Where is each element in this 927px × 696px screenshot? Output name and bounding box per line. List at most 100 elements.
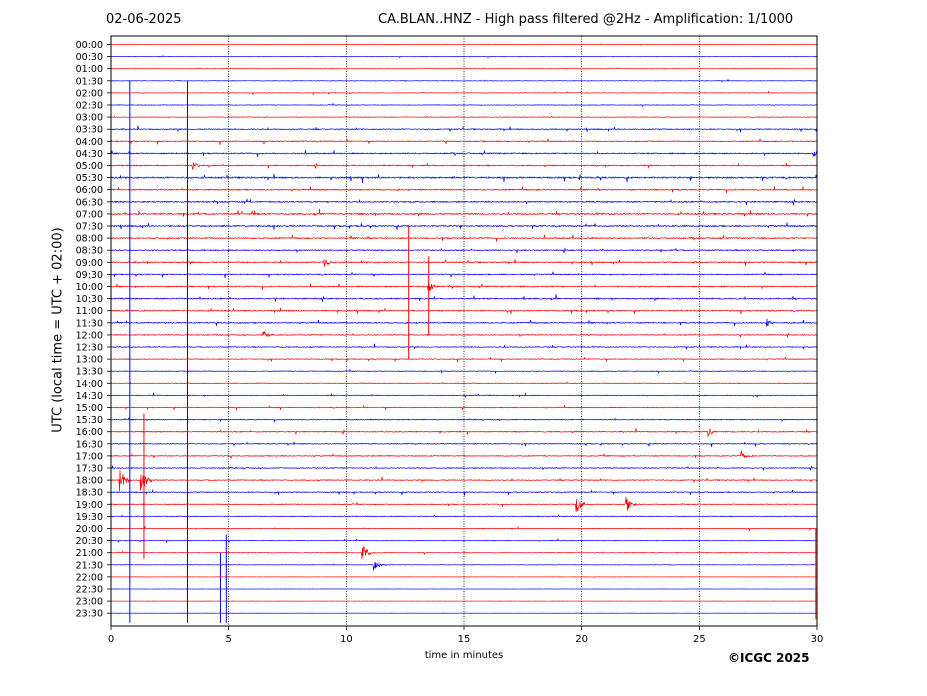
row-tick-label: 03:00 xyxy=(76,113,103,124)
row-tick-label: 07:30 xyxy=(76,222,103,233)
row-tick-label: 02:30 xyxy=(76,101,103,112)
row-tick-label: 12:30 xyxy=(76,343,103,354)
trace-row xyxy=(110,173,818,184)
row-tick-label: 06:30 xyxy=(76,197,103,208)
trace-row xyxy=(110,282,818,291)
trace-row xyxy=(110,162,818,171)
trace-row xyxy=(110,546,818,559)
row-tick-label: 23:00 xyxy=(76,597,103,608)
trace-row xyxy=(110,115,818,118)
trace-row xyxy=(110,138,818,146)
row-tick-label: 10:00 xyxy=(76,282,103,293)
trace-row xyxy=(110,470,818,492)
row-tick-label: 21:30 xyxy=(76,560,103,571)
row-tick-label: 16:30 xyxy=(76,439,103,450)
trace-row xyxy=(111,428,818,438)
trace-row xyxy=(110,612,818,614)
trace-row xyxy=(110,576,818,578)
row-tick-label: 21:00 xyxy=(76,548,103,559)
trace-row xyxy=(110,125,818,133)
trace-row xyxy=(110,198,818,206)
trace-row xyxy=(110,247,818,254)
trace-row xyxy=(110,441,818,447)
row-tick-label: 04:00 xyxy=(76,137,103,148)
trace-row xyxy=(110,537,818,544)
trace-row xyxy=(110,514,818,518)
row-tick-label: 11:30 xyxy=(76,318,103,329)
trace-row xyxy=(110,330,818,338)
x-tick-label: 15 xyxy=(458,634,471,645)
trace-row xyxy=(110,186,818,194)
row-tick-label: 03:30 xyxy=(76,125,103,136)
trace-row xyxy=(110,54,818,59)
row-tick-label: 13:00 xyxy=(76,355,103,366)
trace-row xyxy=(110,258,818,267)
row-tick-label: 10:30 xyxy=(76,294,103,305)
trace-row xyxy=(110,222,818,231)
row-tick-label: 22:30 xyxy=(76,585,103,596)
row-tick-label: 07:00 xyxy=(76,209,103,220)
row-tick-label: 19:30 xyxy=(76,512,103,523)
trace-row xyxy=(110,208,818,217)
row-tick-label: 09:00 xyxy=(76,258,103,269)
row-tick-label: 06:00 xyxy=(76,185,103,196)
row-tick-label: 12:00 xyxy=(76,330,103,341)
row-tick-label: 00:30 xyxy=(76,52,103,63)
trace-row xyxy=(110,465,818,471)
row-tick-label: 15:00 xyxy=(76,403,103,414)
trace-row xyxy=(110,368,818,374)
row-tick-label: 05:30 xyxy=(76,173,103,184)
row-tick-label: 20:00 xyxy=(76,524,103,535)
trace-row xyxy=(110,234,818,242)
trace-row xyxy=(111,43,818,46)
trace-row xyxy=(110,102,818,108)
copyright-credit: ©ICGC 2025 xyxy=(728,651,810,665)
trace-row xyxy=(111,78,818,83)
trace-row xyxy=(110,417,818,423)
row-tick-label: 08:00 xyxy=(76,234,103,245)
row-tick-label: 09:30 xyxy=(76,270,103,281)
row-tick-label: 15:30 xyxy=(76,415,103,426)
trace-row xyxy=(110,561,818,571)
x-tick-label: 20 xyxy=(575,634,588,645)
trace-row xyxy=(110,271,818,279)
row-tick-label: 18:30 xyxy=(76,488,103,499)
trace-row xyxy=(110,90,818,96)
row-tick-label: 14:00 xyxy=(76,379,103,390)
x-tick-label: 10 xyxy=(340,634,353,645)
trace-row xyxy=(110,392,818,399)
row-tick-label: 01:00 xyxy=(76,64,103,75)
row-tick-label: 13:30 xyxy=(76,367,103,378)
trace-row xyxy=(110,307,818,315)
row-tick-label: 05:00 xyxy=(76,161,103,172)
x-tick-label: 30 xyxy=(811,634,824,645)
trace-row xyxy=(110,488,818,496)
row-tick-label: 00:00 xyxy=(76,40,103,51)
trace-row xyxy=(110,318,818,327)
row-tick-label: 17:30 xyxy=(76,464,103,475)
row-tick-label: 04:30 xyxy=(76,149,103,160)
trace-row xyxy=(110,343,818,351)
trace-row xyxy=(110,496,818,512)
x-tick-label: 5 xyxy=(225,634,231,645)
row-tick-label: 18:00 xyxy=(76,476,103,487)
x-tick-label: 0 xyxy=(108,634,114,645)
trace-row xyxy=(110,600,818,603)
chart-title: CA.BLAN..HNZ - High pass filtered @2Hz -… xyxy=(378,12,794,27)
row-tick-label: 22:00 xyxy=(76,572,103,583)
trace-row xyxy=(110,525,818,532)
row-tick-label: 01:30 xyxy=(76,76,103,87)
row-tick-label: 19:00 xyxy=(76,500,103,511)
row-tick-label: 14:30 xyxy=(76,391,103,402)
trace-row xyxy=(110,356,818,363)
row-tick-label: 08:30 xyxy=(76,246,103,257)
trace-row xyxy=(110,450,818,459)
trace-row xyxy=(110,381,818,385)
x-tick-label: 25 xyxy=(693,634,706,645)
date-label: 02-06-2025 xyxy=(106,12,182,27)
row-tick-label: 17:00 xyxy=(76,451,103,462)
trace-row xyxy=(110,67,818,70)
row-tick-label: 23:30 xyxy=(76,609,103,620)
row-tick-label: 20:30 xyxy=(76,536,103,547)
